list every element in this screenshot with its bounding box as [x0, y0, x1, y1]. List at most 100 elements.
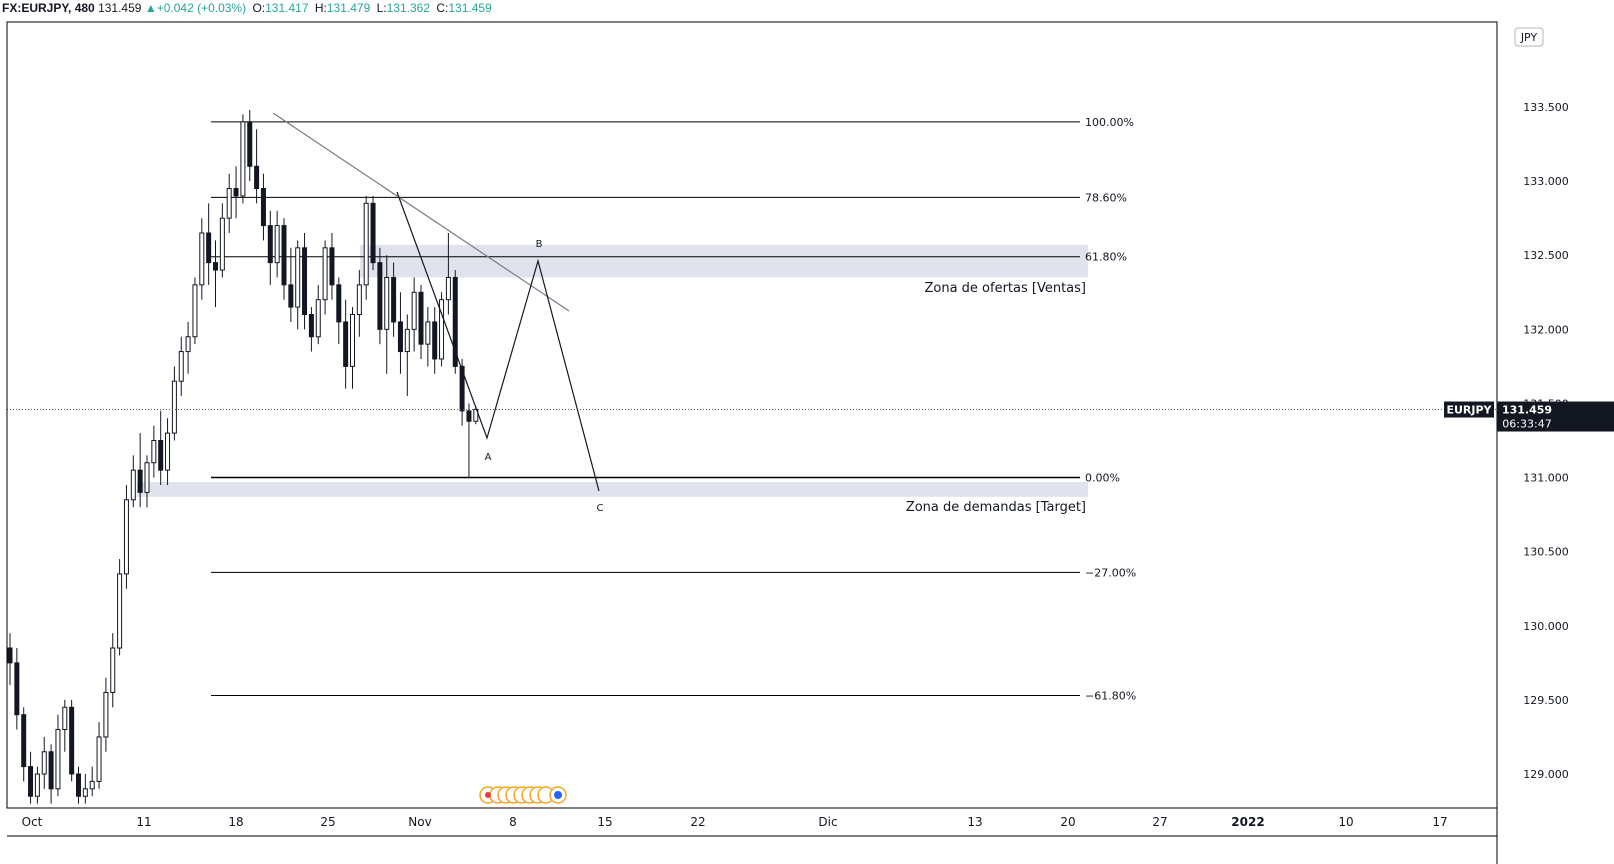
candle-body [295, 247, 301, 308]
candle [363, 195, 369, 300]
wave-label-b: B [536, 239, 543, 250]
x-tick-label: 8 [509, 815, 517, 829]
event-dot-icon [485, 792, 491, 798]
fib-label: 0.00% [1085, 472, 1120, 485]
x-tick-label: 11 [136, 815, 151, 829]
candle-body [48, 751, 54, 790]
candle [302, 232, 308, 330]
candle-body [452, 276, 458, 367]
symbol-name[interactable]: FX:EURJPY [2, 1, 69, 15]
candle-body [144, 462, 150, 493]
candle-body [34, 773, 40, 797]
candle [21, 707, 27, 782]
candle [103, 677, 109, 752]
candle-body [445, 276, 451, 301]
y-tick-label: 130.000 [1523, 620, 1569, 633]
candle-body [363, 202, 369, 286]
candle-body [130, 469, 136, 501]
candle-body [185, 336, 191, 353]
wave-label-a: A [485, 452, 492, 463]
candle-body [247, 121, 253, 167]
candle [254, 129, 260, 204]
candle [425, 307, 431, 367]
candle [7, 633, 13, 686]
candle-body [219, 217, 225, 271]
candle-body [391, 276, 397, 323]
candle [62, 699, 68, 752]
candle [247, 109, 253, 182]
candle-body [110, 647, 116, 693]
candle [165, 418, 171, 485]
currency-badge: JPY [1514, 27, 1544, 47]
x-tick-label: 13 [967, 815, 982, 829]
candle [281, 218, 287, 300]
candle-body [69, 706, 75, 775]
plot-frame [6, 21, 1498, 809]
candle-body [213, 262, 218, 271]
candle [226, 173, 232, 233]
candle-body [7, 647, 13, 664]
candle-body [260, 188, 266, 227]
wave-label-c: C [597, 503, 604, 514]
x-tick-label: 22 [690, 815, 705, 829]
abc-wave-path [396, 191, 600, 492]
symbol-tag-label: EURJPY [1446, 404, 1492, 417]
candle-body [89, 780, 95, 790]
change-value: +0.042 (+0.03%) [156, 1, 247, 15]
candle-body [192, 284, 198, 338]
candle-body [76, 773, 81, 797]
currency-badge-label: JPY [1520, 31, 1538, 44]
event-flag-icon [554, 791, 562, 799]
x-tick-label: 25 [320, 815, 335, 829]
candle [48, 744, 54, 804]
symbol-header: FX:EURJPY, 480 131.459 ▲+0.042 (+0.03%) … [2, 1, 492, 15]
y-tick-label: 130.500 [1523, 546, 1569, 559]
y-tick-label: 133.500 [1523, 101, 1569, 114]
price-tag-value: 131.459 [1502, 404, 1552, 417]
candle [260, 173, 266, 241]
candle-body [377, 262, 383, 330]
candle-body [432, 321, 438, 360]
zone-rect [137, 482, 1088, 497]
candle [445, 232, 451, 315]
candle [206, 203, 212, 285]
candle-body [322, 247, 328, 301]
candle [411, 277, 417, 352]
x-tick-label: 15 [597, 815, 612, 829]
fibonacci-layer[interactable]: 100.00% 78.60% 61.80% 0.00% −27.00% −61.80% [211, 116, 1136, 703]
drawings-layer[interactable]: A B C [7, 112, 1497, 514]
zone-rect [360, 244, 1088, 278]
candle [356, 270, 362, 337]
trend-line [272, 112, 570, 312]
interval-value[interactable]: 480 [74, 1, 95, 15]
candle-body [254, 165, 260, 190]
candle-body [82, 788, 88, 797]
candle-body [418, 291, 424, 345]
candle [466, 403, 472, 478]
candle-body [288, 284, 294, 308]
candle [192, 277, 198, 345]
candle [76, 766, 81, 804]
candle-body [308, 314, 314, 338]
high-value: 131.479 [326, 1, 371, 15]
candle [219, 203, 225, 278]
candle [151, 425, 157, 478]
candle-body [329, 247, 335, 286]
y-tick-label: 132.500 [1523, 249, 1569, 262]
high-label: H: [314, 1, 327, 15]
events-icons [479, 786, 567, 804]
candle [28, 751, 34, 804]
x-tick-label: 10 [1338, 815, 1353, 829]
candle-body [55, 729, 61, 790]
axes-layer: 133.500133.000132.500132.000131.500131.0… [6, 21, 1614, 864]
y-tick-label: 131.000 [1523, 472, 1569, 485]
candle [418, 284, 424, 359]
price-tag-countdown: 06:33:47 [1502, 418, 1551, 431]
candle [41, 736, 47, 789]
candle-body [370, 202, 376, 264]
zone-label: Zona de demandas [Target] [906, 500, 1086, 515]
candle [171, 366, 177, 441]
candle [315, 284, 321, 345]
candle [343, 299, 349, 389]
